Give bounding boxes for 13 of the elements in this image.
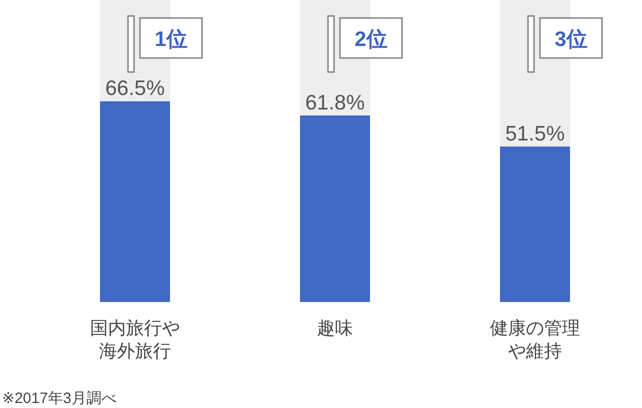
data-label: 61.8%: [305, 91, 365, 114]
data-label: 66.5%: [105, 77, 165, 100]
text: ※2017年3月調べ: [2, 390, 116, 407]
annotation: 2位: [354, 28, 388, 51]
x-tick-label: 趣味: [317, 318, 353, 338]
annotation: 3位: [554, 28, 588, 51]
x-tick-label: 国内旅行や海外旅行: [90, 318, 180, 361]
bar: [300, 115, 370, 302]
x-tick-label: 健康の管理や維持: [490, 318, 580, 361]
bar: [100, 101, 170, 302]
annotation: 1位: [154, 28, 188, 51]
data-label: 51.5%: [505, 122, 565, 146]
bar: [500, 146, 570, 302]
